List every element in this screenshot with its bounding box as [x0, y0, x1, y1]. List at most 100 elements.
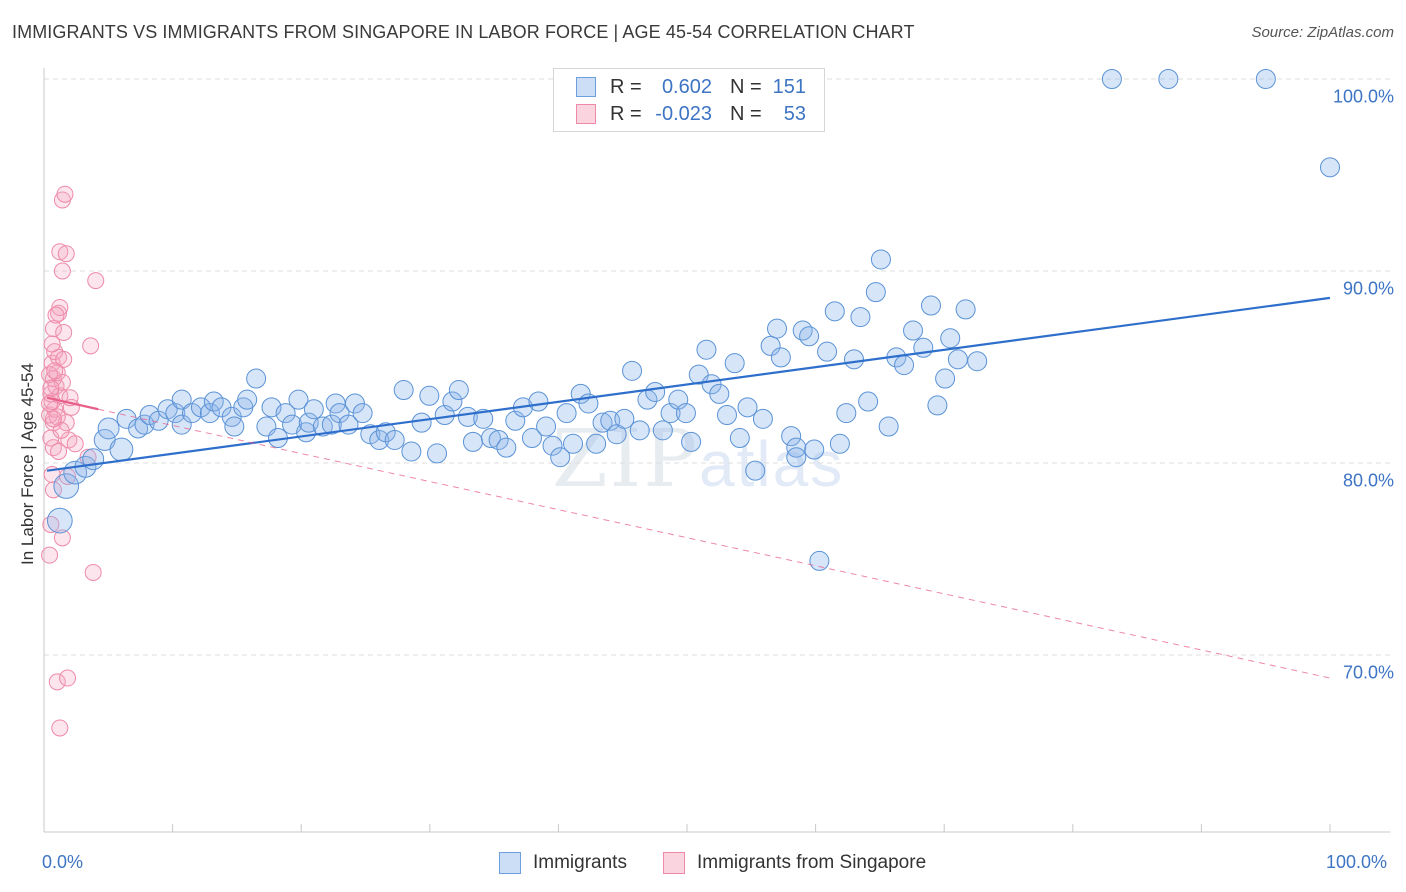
point-singapore	[66, 435, 84, 453]
source-label: Source: ZipAtlas.com	[1251, 24, 1394, 41]
point-immigrants	[419, 385, 440, 406]
point-singapore	[44, 410, 62, 428]
point-immigrants	[586, 433, 607, 454]
point-immigrants	[792, 320, 813, 341]
point-immigrants	[865, 282, 886, 303]
legend-label-singapore: Immigrants from Singapore	[697, 852, 927, 873]
point-immigrants	[488, 429, 509, 450]
point-immigrants	[369, 429, 390, 450]
point-singapore	[53, 529, 71, 547]
chart-title: IMMIGRANTS VS IMMIGRANTS FROM SINGAPORE …	[12, 22, 915, 42]
point-singapore	[55, 323, 73, 341]
point-immigrants	[614, 408, 635, 429]
point-immigrants	[1320, 157, 1340, 178]
point-immigrants	[716, 405, 737, 425]
point-immigrants	[681, 431, 702, 452]
point-immigrants	[770, 347, 791, 368]
legend-label-immigrants: Immigrants	[533, 852, 627, 873]
legend-item-immigrants: Immigrants	[499, 852, 627, 874]
point-immigrants	[237, 389, 258, 410]
point-immigrants	[462, 431, 483, 452]
point-immigrants	[97, 417, 120, 440]
point-immigrants	[224, 416, 245, 437]
point-immigrants	[935, 368, 956, 389]
point-immigrants	[496, 437, 517, 458]
point-immigrants	[675, 403, 696, 424]
y-tick-label: 70.0%	[1342, 662, 1394, 683]
point-immigrants	[401, 441, 422, 462]
point-immigrants	[1101, 69, 1122, 89]
swatch-singapore	[576, 104, 596, 124]
point-immigrants	[799, 326, 820, 347]
point-immigrants	[321, 414, 342, 435]
point-immigrants	[288, 389, 309, 410]
r-label: R =	[610, 75, 642, 98]
point-immigrants	[303, 399, 324, 420]
point-immigrants	[550, 447, 571, 468]
legend-swatch-singapore	[663, 852, 685, 874]
legend-swatch-immigrants	[499, 852, 521, 874]
point-singapore	[44, 320, 62, 338]
n-value: 151	[772, 75, 806, 98]
point-immigrants	[903, 320, 924, 341]
point-immigrants	[246, 368, 267, 389]
watermark-atlas: atlas	[699, 428, 845, 500]
n-label: N =	[730, 75, 762, 98]
point-immigrants	[592, 412, 613, 433]
r-label: R =	[610, 102, 642, 125]
point-immigrants	[542, 435, 563, 456]
stats-row-singapore: R = -0.023 N = 53	[576, 102, 806, 126]
point-immigrants	[752, 408, 773, 429]
point-singapore	[43, 335, 61, 353]
point-immigrants	[955, 299, 976, 320]
point-immigrants	[745, 460, 766, 481]
point-singapore	[57, 245, 75, 263]
point-singapore	[50, 442, 68, 460]
point-immigrants	[786, 447, 807, 468]
point-immigrants	[384, 429, 405, 450]
legend-item-singapore: Immigrants from Singapore	[663, 852, 926, 874]
point-singapore	[44, 481, 62, 499]
series-immigrants-points	[46, 69, 1340, 571]
point-immigrants	[878, 416, 899, 437]
point-singapore	[53, 262, 71, 280]
point-immigrants	[563, 433, 584, 454]
point-immigrants	[850, 307, 871, 328]
point-immigrants	[809, 550, 830, 571]
series-singapore-points	[41, 185, 105, 737]
point-immigrants	[829, 433, 850, 454]
point-immigrants	[1158, 69, 1179, 89]
point-immigrants	[927, 395, 948, 416]
point-immigrants	[858, 391, 879, 412]
point-immigrants	[53, 473, 80, 499]
point-singapore	[46, 362, 64, 380]
trend-lines	[46, 296, 1331, 679]
point-immigrants	[473, 408, 494, 429]
point-immigrants	[536, 416, 557, 437]
point-immigrants	[427, 443, 448, 464]
x-tick-min: 0.0%	[42, 852, 84, 872]
point-immigrants	[1255, 69, 1276, 89]
r-value: 0.602	[661, 75, 712, 98]
y-tick-label: 90.0%	[1342, 278, 1394, 299]
point-immigrants	[737, 397, 758, 418]
point-singapore	[55, 350, 73, 368]
x-tick-max: 100.0%	[1326, 852, 1388, 872]
swatch-immigrants	[576, 77, 596, 97]
point-immigrants	[760, 335, 781, 356]
watermark: ZIPatlas	[552, 412, 844, 505]
point-singapore	[87, 272, 105, 290]
point-immigrants	[920, 295, 941, 316]
point-singapore	[41, 546, 59, 564]
point-immigrants	[817, 341, 838, 362]
point-immigrants	[442, 391, 463, 412]
r-value: -0.023	[655, 102, 712, 125]
series-legend: Immigrants Immigrants from Singapore	[0, 852, 1406, 878]
point-immigrants	[781, 426, 802, 447]
point-immigrants	[947, 349, 968, 370]
point-immigrants	[824, 301, 845, 322]
point-singapore	[48, 673, 66, 691]
point-immigrants	[199, 403, 220, 424]
axes	[43, 68, 1390, 833]
